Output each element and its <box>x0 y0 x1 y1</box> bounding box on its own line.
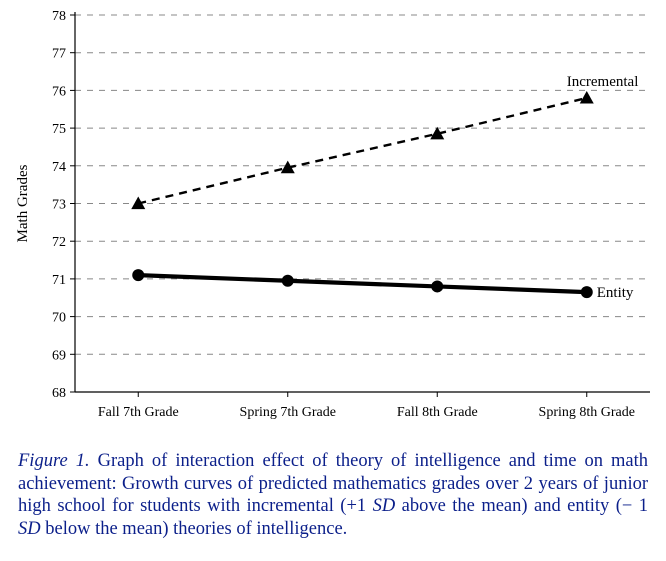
svg-text:Math Grades: Math Grades <box>15 164 31 242</box>
caption-sd-1: SD <box>373 496 396 516</box>
figure-container: 68 69 70 71 72 73 74 75 76 77 78 Fall 7th Grade Spri… <box>0 0 666 561</box>
svg-text:72: 72 <box>52 235 66 250</box>
svg-text:Fall 7th Grade: Fall 7th Grade <box>98 405 179 420</box>
caption-sd-2: SD <box>18 519 41 539</box>
svg-text:78: 78 <box>52 9 66 24</box>
svg-text:69: 69 <box>52 348 66 363</box>
svg-text:68: 68 <box>52 386 66 401</box>
svg-text:Incremental: Incremental <box>567 74 639 90</box>
caption-text-2: above the mean) and entity (− 1 <box>395 496 648 516</box>
svg-text:Spring 8th Grade: Spring 8th Grade <box>539 405 635 420</box>
svg-text:75: 75 <box>52 122 66 137</box>
caption-text-3: below the mean) theories of intelligence… <box>41 519 348 539</box>
figure-number: Figure 1. <box>18 451 90 471</box>
svg-text:Fall 8th Grade: Fall 8th Grade <box>397 405 478 420</box>
growth-curves-chart: 68 69 70 71 72 73 74 75 76 77 78 Fall 7th Grade Spri… <box>0 0 666 440</box>
svg-text:74: 74 <box>52 160 66 175</box>
svg-text:Entity: Entity <box>597 285 634 301</box>
svg-text:76: 76 <box>52 84 66 99</box>
svg-text:71: 71 <box>52 273 66 288</box>
svg-text:70: 70 <box>52 311 66 326</box>
svg-text:73: 73 <box>52 198 66 213</box>
svg-text:Spring 7th Grade: Spring 7th Grade <box>240 405 336 420</box>
svg-text:77: 77 <box>52 47 66 62</box>
figure-caption: Figure 1. Graph of interaction effect of… <box>18 450 648 540</box>
